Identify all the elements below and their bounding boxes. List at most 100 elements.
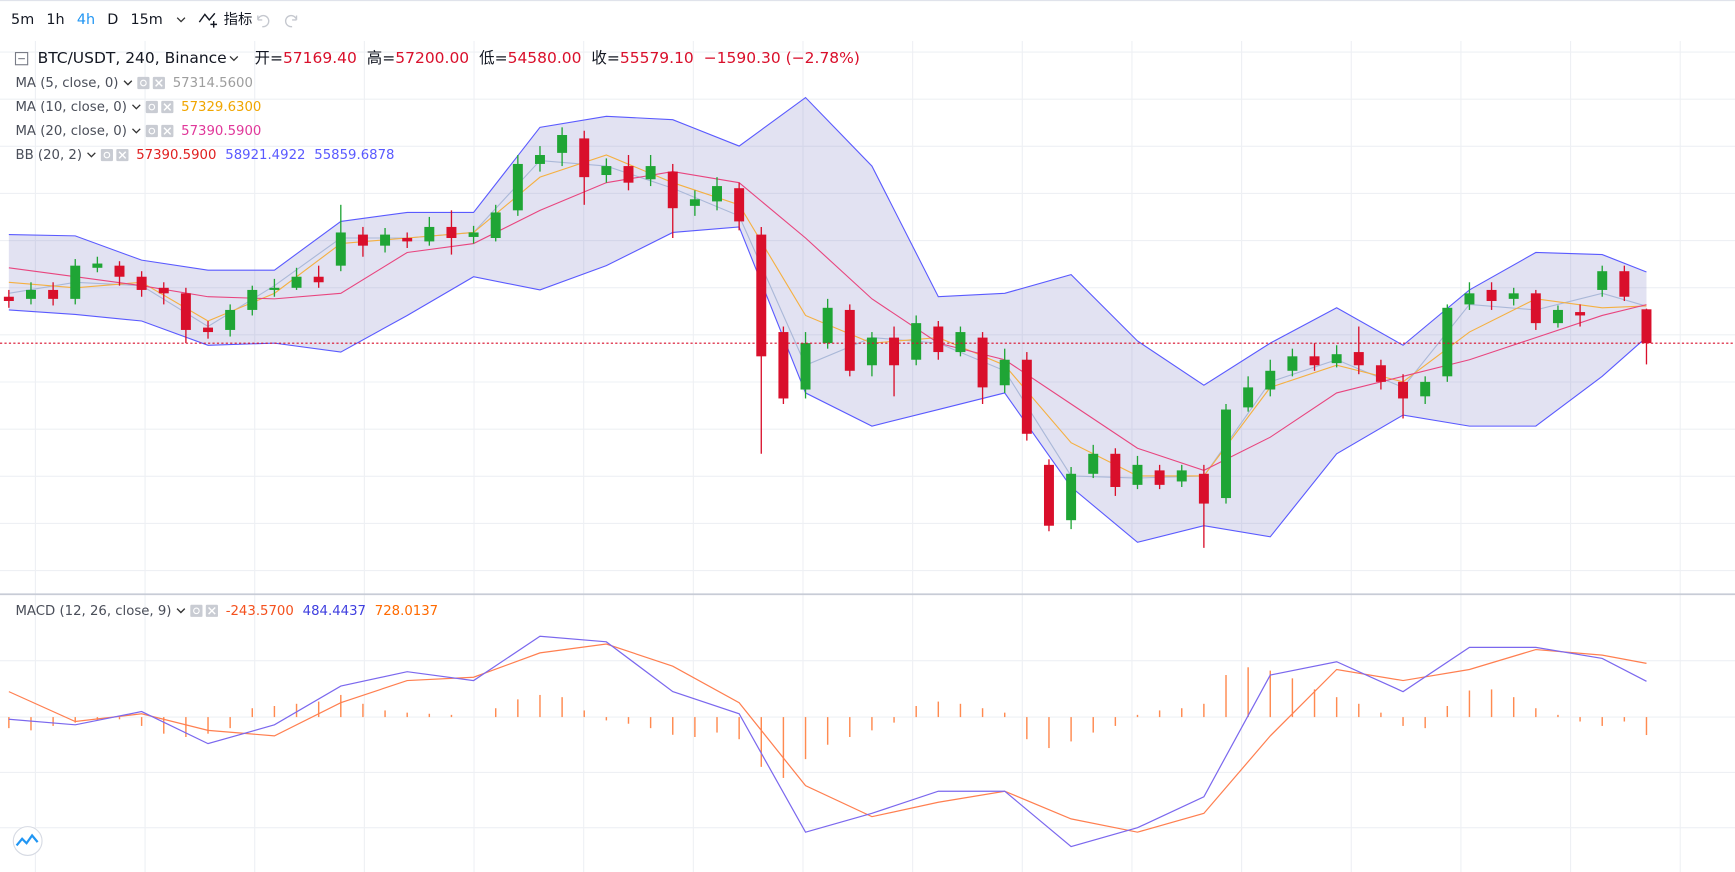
undo-icon[interactable] bbox=[257, 14, 270, 28]
visibility-icon-eye bbox=[148, 103, 156, 111]
visibility-icon[interactable] bbox=[137, 76, 150, 90]
candle-body bbox=[557, 135, 568, 153]
indicator-value: 55859.6878 bbox=[314, 148, 394, 163]
dropdown-arrow bbox=[132, 128, 141, 134]
candle-body bbox=[1243, 387, 1254, 408]
candle-body bbox=[689, 199, 700, 206]
candle-body bbox=[136, 276, 147, 290]
candle-body bbox=[1287, 356, 1298, 371]
candle-body bbox=[1420, 381, 1431, 397]
candle-body bbox=[225, 309, 236, 330]
indicator-icon[interactable] bbox=[198, 12, 218, 28]
dropdown-arrow bbox=[176, 608, 186, 614]
indicator-value: 57314.5600 bbox=[173, 76, 253, 91]
candle-body bbox=[734, 188, 745, 222]
candle-body bbox=[114, 265, 125, 277]
candle-body bbox=[579, 138, 590, 178]
candle-body bbox=[26, 289, 36, 299]
candle-body bbox=[1442, 307, 1453, 377]
logo-icon bbox=[15, 833, 39, 847]
indicator-value: 728.0137 bbox=[375, 604, 438, 619]
candle-body bbox=[291, 276, 302, 288]
indicator-value: 484.4437 bbox=[303, 604, 366, 619]
ohlc-label: 开= bbox=[254, 49, 282, 67]
candle-body bbox=[889, 337, 900, 366]
candle-body bbox=[1265, 370, 1276, 390]
candle-body bbox=[1198, 473, 1209, 504]
candle-body bbox=[512, 163, 523, 211]
price-change: −1590.30 (−2.78%) bbox=[704, 49, 860, 67]
candle-body bbox=[424, 226, 435, 242]
ohlc-label: 收= bbox=[591, 49, 619, 67]
symbol-title: BTC/USDT, 240, Binance bbox=[38, 49, 227, 67]
close-icon-x bbox=[163, 103, 172, 111]
indicator-name: MA (20, close, 0) bbox=[15, 124, 126, 139]
close-icon-x bbox=[118, 151, 127, 159]
candle-body bbox=[1375, 365, 1386, 382]
grid bbox=[0, 40, 1735, 872]
candle-body bbox=[778, 332, 789, 399]
bollinger-lower bbox=[8, 226, 1647, 543]
indicators-button[interactable]: 指标 bbox=[224, 11, 253, 28]
indicator-value: 57329.6300 bbox=[181, 100, 261, 115]
logo bbox=[12, 826, 43, 856]
dropdown-arrow bbox=[176, 17, 186, 23]
candle-body bbox=[1043, 464, 1054, 526]
redo-icon[interactable] bbox=[284, 14, 298, 28]
candle-body bbox=[933, 326, 944, 353]
candle-body bbox=[866, 337, 877, 366]
candle-body bbox=[335, 232, 346, 266]
candle-body bbox=[1597, 271, 1608, 290]
candle-body bbox=[999, 359, 1010, 386]
candle-body bbox=[1309, 356, 1320, 366]
candle-body bbox=[1088, 453, 1099, 474]
bollinger-upper bbox=[8, 96, 1647, 386]
candle-body bbox=[800, 343, 811, 390]
close-icon-x bbox=[208, 607, 216, 615]
ohlc-value: 57169.40 bbox=[283, 49, 357, 67]
indicator-value: -243.5700 bbox=[226, 604, 294, 619]
interval-button[interactable]: 4h bbox=[77, 12, 95, 28]
moving-average-line bbox=[8, 159, 1647, 479]
interval-button[interactable]: 5m bbox=[11, 12, 34, 28]
candle-body bbox=[1398, 381, 1409, 399]
candle-body bbox=[247, 289, 258, 310]
candle-body bbox=[1221, 409, 1231, 499]
candle-body bbox=[180, 293, 191, 330]
candle-body bbox=[70, 265, 81, 299]
interval-button[interactable]: 15m bbox=[131, 12, 163, 28]
candle-body bbox=[1641, 309, 1652, 344]
visibility-icon[interactable] bbox=[145, 124, 158, 138]
candle-body bbox=[1132, 464, 1143, 485]
candle-body bbox=[1552, 309, 1563, 324]
candle-body bbox=[446, 226, 457, 239]
interval-button[interactable]: 1h bbox=[46, 12, 64, 28]
moving-average-line bbox=[8, 171, 1647, 471]
collapse-button[interactable] bbox=[14, 52, 29, 66]
macd-line bbox=[8, 635, 1647, 848]
indicator-value: 58921.4922 bbox=[225, 148, 305, 163]
indicator-value: 57390.5900 bbox=[181, 124, 261, 139]
dropdown-arrow bbox=[229, 55, 239, 62]
candle-body bbox=[1021, 359, 1032, 434]
candle-body bbox=[468, 232, 479, 237]
candle-body bbox=[1154, 470, 1165, 485]
close-icon-x bbox=[155, 79, 163, 87]
candle-body bbox=[1464, 293, 1475, 305]
candle-body bbox=[203, 327, 214, 333]
candle-body bbox=[1619, 271, 1630, 297]
visibility-icon[interactable] bbox=[190, 604, 203, 617]
interval-button[interactable]: D bbox=[107, 12, 118, 28]
visibility-icon[interactable] bbox=[100, 148, 114, 162]
candle-body bbox=[756, 234, 767, 357]
candle-body bbox=[380, 234, 391, 246]
candle-body bbox=[48, 289, 59, 299]
visibility-icon[interactable] bbox=[145, 100, 158, 114]
signal-line bbox=[8, 643, 1647, 833]
ohlc-label: 低= bbox=[479, 49, 507, 67]
candle-body bbox=[3, 296, 14, 301]
dropdown-arrow bbox=[132, 104, 141, 110]
